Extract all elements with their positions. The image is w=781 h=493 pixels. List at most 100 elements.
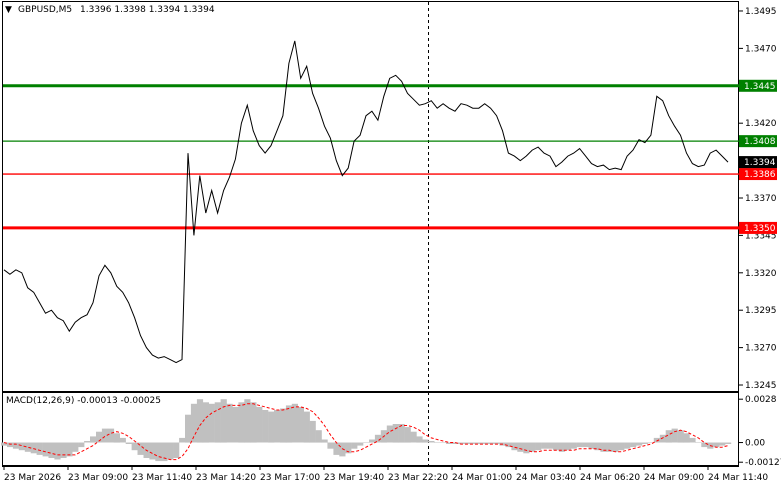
macd-histogram-bar (24, 442, 31, 452)
macd-plot-frame (2, 392, 739, 466)
macd-histogram-bar (558, 442, 566, 452)
macd-histogram-bar (96, 431, 103, 443)
macd-histogram-bar (404, 427, 411, 443)
macd-histogram-bar (713, 442, 720, 448)
macd-histogram-bar (7, 442, 14, 448)
macd-histogram-bar (179, 437, 186, 443)
current-price-tag (739, 156, 777, 169)
macd-histogram-bar (173, 442, 180, 458)
time-tick-label: 24 Mar 06:20 (580, 473, 640, 483)
macd-histogram-bar (238, 402, 245, 443)
macd-histogram-bar (149, 442, 156, 460)
macd-histogram-bar (42, 442, 49, 457)
macd-histogram-bar (505, 442, 512, 448)
macd-histogram-bar (458, 442, 465, 444)
macd-histogram-bar (446, 442, 453, 444)
price-tick-label: 1.3245 (745, 381, 777, 391)
macd-histogram-bar (291, 403, 298, 443)
macd-histogram-bar (582, 442, 589, 448)
price-tick-label: 1.3495 (745, 7, 777, 17)
macd-tick-label: 0.00 (745, 439, 765, 449)
macd-histogram-bar (119, 437, 126, 443)
macd-histogram-bar (268, 411, 275, 443)
macd-histogram-bar (487, 442, 494, 444)
macd-histogram-bar (647, 442, 655, 443)
time-tick-label: 23 Mar 09:00 (68, 473, 128, 483)
macd-histogram-bar (624, 442, 631, 449)
macd-histogram-bar (570, 442, 577, 449)
macd-histogram-bar (529, 442, 536, 452)
time-tick-label: 23 Mar 22:20 (388, 473, 448, 483)
collapse-triangle-icon[interactable]: ▼ (5, 5, 12, 15)
price-level-label: 1.3350 (744, 224, 776, 234)
time-tick-label: 24 Mar 11:40 (708, 473, 768, 483)
macd-histogram-bar (422, 439, 429, 443)
macd-histogram-bar (185, 414, 192, 443)
macd-histogram-bar (48, 442, 55, 458)
time-tick-label: 24 Mar 03:40 (516, 473, 576, 483)
macd-histogram-bar (226, 403, 233, 443)
price-tick-label: 1.3345 (745, 231, 777, 241)
macd-histogram-bar (244, 399, 251, 443)
macd-histogram-bar (440, 442, 447, 443)
macd-histogram-bar (659, 434, 666, 443)
macd-histogram-bar (416, 436, 423, 443)
macd-histogram-bar (351, 442, 358, 449)
macd-histogram-bar (463, 442, 471, 444)
macd-histogram-bar (18, 442, 25, 451)
macd-histogram-bar (374, 434, 382, 443)
macd-histogram-bar (511, 442, 518, 451)
macd-histogram-bar (12, 442, 20, 449)
macd-histogram-bar (600, 442, 607, 452)
macd-histogram-bar (493, 442, 500, 444)
macd-signal-line (3, 403, 729, 461)
macd-histogram-bar (161, 442, 168, 462)
macd-histogram-bar (398, 424, 405, 443)
macd-histogram-bar (131, 442, 138, 451)
chart-ohlc-readout: 1.3396 1.3398 1.3394 1.3394 (80, 5, 215, 15)
macd-histogram-bar (363, 442, 370, 443)
macd-histogram-bar (327, 442, 334, 449)
macd-histogram-bar (285, 405, 293, 443)
macd-histogram-bar (208, 403, 215, 443)
macd-histogram-bar (719, 442, 726, 446)
macd-histogram-bar (612, 442, 619, 452)
macd-histogram-bar (428, 441, 435, 443)
macd-histogram-bar (321, 439, 328, 443)
macd-histogram-bar (369, 439, 376, 443)
macd-histogram-bar (434, 442, 441, 443)
price-tick-label: 1.3370 (745, 194, 777, 204)
price-level-tag (739, 135, 777, 148)
macd-histogram-bar (481, 442, 488, 444)
price-level-tag (739, 79, 777, 92)
macd-histogram-bar (90, 436, 97, 443)
time-tick-label: 24 Mar 01:00 (452, 473, 512, 483)
price-tick-label: 1.3295 (745, 306, 777, 316)
macd-histogram-bar (683, 433, 690, 443)
macd-histogram-bar (84, 441, 91, 443)
macd-histogram-bar (725, 442, 732, 444)
macd-histogram-bar (594, 442, 601, 451)
macd-histogram-bar (54, 442, 61, 460)
macd-histogram-bar (256, 406, 263, 443)
current-price-label: 1.3394 (744, 158, 776, 168)
macd-histogram-bar (541, 442, 548, 449)
macd-histogram-bar (523, 442, 530, 454)
macd-histogram-bar (701, 442, 708, 448)
chart-symbol-timeframe: GBPUSD,M5 (18, 5, 72, 15)
macd-histogram-bar (125, 442, 132, 444)
macd-histogram-bar (167, 442, 174, 460)
time-tick-label: 24 Mar 09:00 (644, 473, 704, 483)
time-tick-label: 23 Mar 11:40 (132, 473, 192, 483)
macd-histogram-bar (588, 442, 595, 449)
macd-histogram-bar (339, 442, 346, 457)
macd-histogram-bar (315, 430, 322, 443)
macd-histogram-bar (220, 399, 227, 443)
macd-histogram-bar (392, 424, 399, 443)
macd-tick-label: -0.00127 (745, 458, 781, 468)
macd-histogram-bar (101, 428, 109, 443)
macd-histogram-bar (671, 428, 678, 443)
macd-histogram-bar (677, 430, 684, 443)
macd-indicator-label: MACD(12,26,9) -0.00013 -0.00025 (6, 396, 161, 406)
